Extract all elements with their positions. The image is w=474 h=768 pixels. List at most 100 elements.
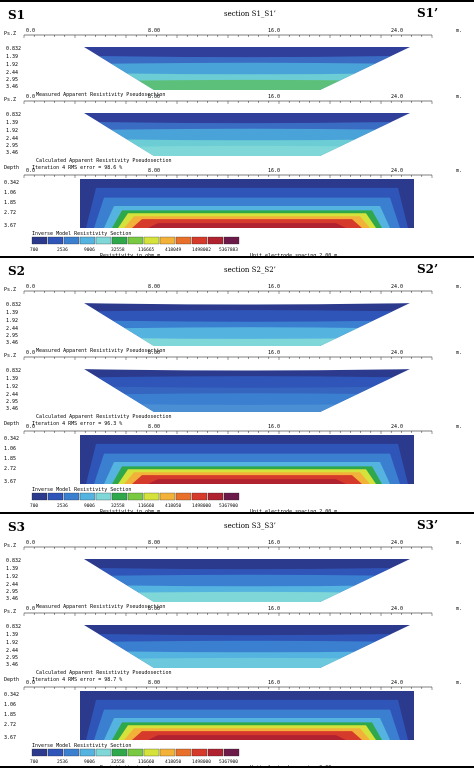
pseudo-depth-tick: 3.46 <box>6 596 18 602</box>
legend-swatch <box>111 236 128 245</box>
x-tick-label: 0.0 <box>26 606 35 612</box>
inverse-model-section <box>80 179 414 228</box>
x-tick-label: 24.0 <box>391 540 403 546</box>
pseudo-depth-tick: 3.46 <box>6 84 18 90</box>
model-depth-tick: 0.342 <box>4 436 19 442</box>
pseudo-depth-tick: 1.39 <box>6 376 18 382</box>
legend-value: 5367900 <box>219 759 238 765</box>
measured-pseudosection <box>84 303 410 346</box>
pseudo-depth-tick: 3.46 <box>6 340 18 346</box>
legend-swatch <box>47 748 64 757</box>
pseudo-depth-tick: 1.39 <box>6 566 18 572</box>
legend-swatch <box>95 748 112 757</box>
x-tick-label: 0.0 <box>26 424 35 430</box>
pseudo-band <box>84 591 410 602</box>
model-caption: Inverse Model Resistivity Section <box>32 231 131 237</box>
model-depth-tick: 1.06 <box>4 190 16 196</box>
model-depth-tick: 3.67 <box>4 735 16 741</box>
pseudo-depth-tick: 1.39 <box>6 54 18 60</box>
pseudo-depth-tick: 2.44 <box>6 648 18 654</box>
legend-swatch <box>31 492 48 501</box>
pseudo-depth-axis-label: Ps.Z <box>4 97 16 103</box>
legend-swatch <box>223 236 240 245</box>
pseudo-depth-tick: 3.46 <box>6 150 18 156</box>
pseudo-depth-tick: 1.39 <box>6 120 18 126</box>
x-tick-label: 0.0 <box>26 94 35 100</box>
legend-swatch <box>95 236 112 245</box>
model-depth-tick: 1.85 <box>4 456 16 462</box>
legend-value: 418050 <box>165 759 182 765</box>
measured-pseudosection <box>84 559 410 602</box>
legend-swatch <box>127 492 144 501</box>
inverse-model-section <box>80 435 414 484</box>
iteration-text: Iteration 4 RMS error = 98.6 % <box>32 165 122 171</box>
x-tick-label: 24.0 <box>391 28 403 34</box>
model-depth-tick: 1.85 <box>4 200 16 206</box>
pseudo-depth-tick: 0.832 <box>6 46 21 52</box>
x-tick-label: 24.0 <box>391 350 403 356</box>
measured-caption: Measured Apparent Resistivity Pseudosect… <box>36 92 165 98</box>
pseudo-depth-tick: 1.92 <box>6 640 18 646</box>
x-tick-label: 8.00 <box>148 606 160 612</box>
legend-value: 700 <box>30 503 38 509</box>
legend-swatch <box>175 236 192 245</box>
pseudo-depth-tick: 2.95 <box>6 399 18 405</box>
section-end-label: S1’ <box>417 6 438 20</box>
legend-swatch <box>63 748 80 757</box>
legend-swatch <box>47 236 64 245</box>
legend-value: 9006 <box>84 503 95 509</box>
legend-swatch <box>127 748 144 757</box>
section-end-label: S3’ <box>417 518 438 532</box>
x-tick-label: 16.0 <box>268 284 280 290</box>
section-start-label: S1 <box>8 8 25 22</box>
calculated-caption: Calculated Apparent Resistivity Pseudose… <box>36 414 171 420</box>
pseudo-depth-axis-label: Ps.Z <box>4 543 16 549</box>
model-depth-tick: 3.67 <box>4 223 16 229</box>
model-depth-tick: 2.72 <box>4 722 16 728</box>
legend-value: 1498000 <box>192 759 211 765</box>
section-start-label: S2 <box>8 264 25 278</box>
legend-value: 32558 <box>111 759 125 765</box>
section-panel-3: S3 S3’ section S3_S3’ 0.0 8.00 16.0 24.0 m. Ps.Z… <box>0 512 474 768</box>
x-tick-label: 8.00 <box>148 350 160 356</box>
legend-value: 418049 <box>165 247 182 253</box>
legend-swatch <box>79 236 96 245</box>
legend-value: 5367883 <box>219 247 238 253</box>
pseudo-depth-tick: 1.92 <box>6 384 18 390</box>
measured-caption: Measured Apparent Resistivity Pseudosect… <box>36 604 165 610</box>
legend-swatch <box>127 236 144 245</box>
legend-swatch <box>111 748 128 757</box>
legend-value: 32558 <box>111 503 125 509</box>
measured-caption: Measured Apparent Resistivity Pseudosect… <box>36 348 165 354</box>
pseudo-depth-tick: 1.92 <box>6 318 18 324</box>
pseudo-depth-tick: 0.832 <box>6 112 21 118</box>
model-depth-tick: 1.85 <box>4 712 16 718</box>
legend-value: 5367900 <box>219 503 238 509</box>
legend-swatch <box>207 748 224 757</box>
x-tick-label: 8.00 <box>148 540 160 546</box>
x-unit-label: m. <box>456 284 462 290</box>
pseudo-depth-tick: 1.92 <box>6 62 18 68</box>
x-tick-label: 24.0 <box>391 680 403 686</box>
model-depth-tick: 1.06 <box>4 702 16 708</box>
model-layer <box>148 479 346 484</box>
legend-swatch <box>79 748 96 757</box>
calculated-pseudosection <box>84 369 410 412</box>
x-unit-label: m. <box>456 168 462 174</box>
legend-value: 2536 <box>57 247 68 253</box>
pseudo-depth-tick: 1.92 <box>6 128 18 134</box>
legend-swatch <box>79 492 96 501</box>
x-tick-label: 16.0 <box>268 606 280 612</box>
x-unit-label: m. <box>456 28 462 34</box>
x-unit-label: m. <box>456 350 462 356</box>
legend-swatch <box>207 236 224 245</box>
section-title: section S3_S3’ <box>224 522 276 530</box>
pseudo-depth-tick: 3.46 <box>6 662 18 668</box>
model-depth-tick: 2.72 <box>4 210 16 216</box>
x-tick-label: 24.0 <box>391 94 403 100</box>
measured-pseudosection <box>84 47 410 90</box>
inverse-model-section <box>80 691 414 740</box>
x-tick-label: 16.0 <box>268 94 280 100</box>
section-panel-1: S1 S1’ section S1_S1’ 0.0 8.00 16.0 24.0 m. Ps.Z… <box>0 0 474 259</box>
